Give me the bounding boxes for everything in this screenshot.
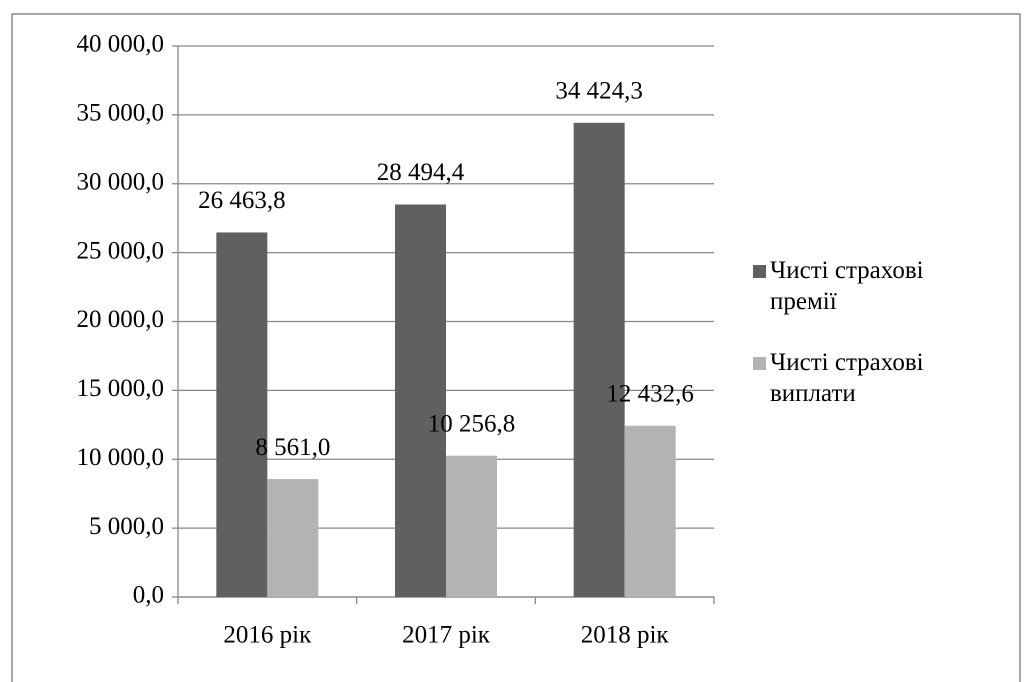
y-tick-label: 0,0: [133, 582, 164, 609]
x-tick-label: 2017 рік: [402, 622, 491, 649]
data-label: 10 256,8: [428, 410, 516, 437]
bar: [624, 425, 676, 597]
legend-item: Чисті страхові премії: [770, 257, 924, 315]
legend-swatch: [753, 357, 766, 370]
legend-item: Чисті страхові виплати: [770, 349, 924, 407]
bar: [446, 455, 497, 597]
y-tick-label: 40 000,0: [77, 31, 165, 58]
y-tick-label: 20 000,0: [77, 306, 165, 333]
bar: [395, 204, 446, 598]
data-label: 12 432,6: [606, 380, 694, 407]
bar: [573, 122, 625, 597]
bar: [216, 232, 268, 597]
data-label: 8 561,0: [255, 434, 330, 461]
data-label: 28 494,4: [377, 159, 465, 186]
legend-swatch: [753, 265, 766, 278]
y-tick-label: 25 000,0: [77, 237, 165, 264]
x-tick-label: 2018 рік: [581, 622, 670, 649]
legend-label: Чисті страхові виплати: [770, 349, 924, 407]
y-tick-label: 30 000,0: [77, 168, 165, 195]
legend-label: Чисті страхові премії: [770, 257, 924, 315]
y-tick-label: 35 000,0: [77, 100, 165, 127]
data-label: 34 424,3: [555, 78, 643, 105]
bar: [267, 479, 319, 597]
y-tick-label: 15 000,0: [77, 375, 165, 402]
y-tick-label: 10 000,0: [77, 444, 165, 471]
data-label: 26 463,8: [198, 187, 286, 214]
x-tick-label: 2016 рік: [223, 622, 312, 649]
chart-frame: [11, 13, 1021, 682]
y-tick-label: 5 000,0: [89, 513, 164, 540]
